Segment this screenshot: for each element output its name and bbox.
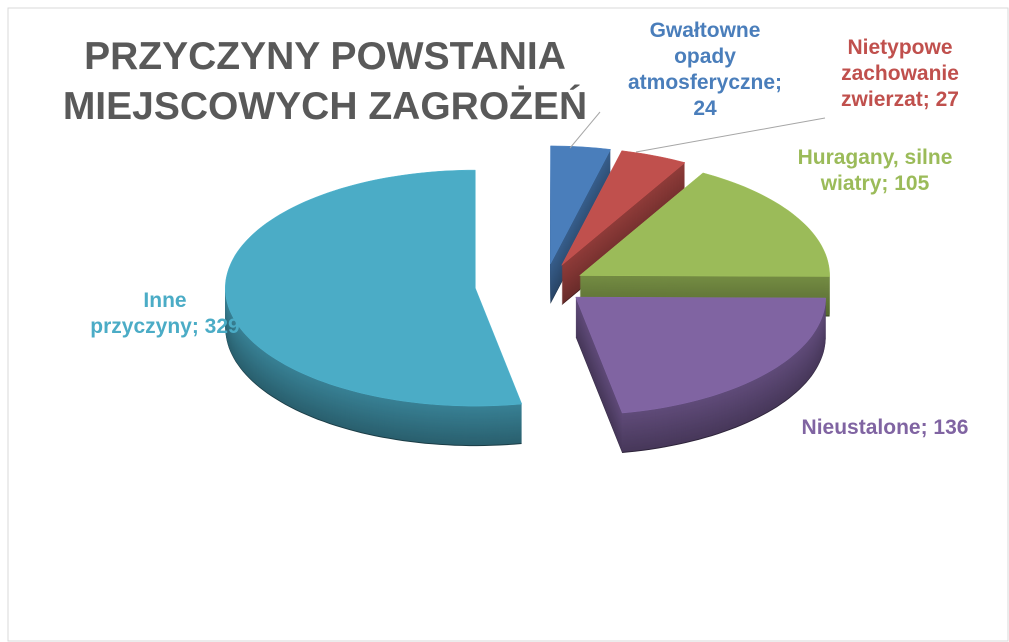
slice-top: [225, 169, 523, 407]
label-name: Huragany, silne wiatry: [797, 146, 953, 195]
label-name: Nieustalone: [801, 416, 921, 439]
data-label: Inne przyczyny; 329: [90, 288, 240, 340]
label-separator: ;: [775, 71, 783, 94]
chart-title: PRZYCZYNY POWSTANIA MIEJSCOWYCH ZAGROŻEŃ: [62, 35, 588, 128]
slice: [578, 172, 830, 317]
slice-top: [550, 145, 611, 265]
label-value: 136: [933, 416, 969, 439]
leader-line: [635, 117, 826, 153]
label-separator: ;: [922, 88, 936, 111]
data-label: Nieustalone; 136: [800, 415, 970, 441]
label-separator: ;: [881, 172, 895, 195]
slice-top: [578, 172, 830, 277]
label-name: Inne przyczyny: [90, 289, 192, 338]
data-label: Huragany, silne wiatry; 105: [790, 145, 960, 197]
label-name: Gwałtowne opady atmosferyczne: [627, 19, 776, 94]
label-separator: ;: [191, 315, 205, 338]
data-label: Nietypowe zachowanie zwierzat; 27: [810, 35, 990, 113]
chart-border: [7, 7, 1009, 642]
leader-line: [569, 111, 601, 149]
slice: [575, 296, 826, 453]
label-value: 24: [693, 97, 717, 120]
label-value: 27: [935, 88, 959, 111]
label-separator: ;: [920, 416, 934, 439]
slice-top: [575, 296, 826, 414]
slice: [225, 169, 523, 447]
label-name: Nietypowe zachowanie zwierzat: [841, 36, 959, 111]
slice-top: [561, 150, 686, 266]
label-value: 105: [894, 172, 930, 195]
pie: [225, 145, 830, 453]
data-label: Gwałtowne opady atmosferyczne; 24: [625, 18, 785, 122]
label-value: 329: [204, 315, 240, 338]
